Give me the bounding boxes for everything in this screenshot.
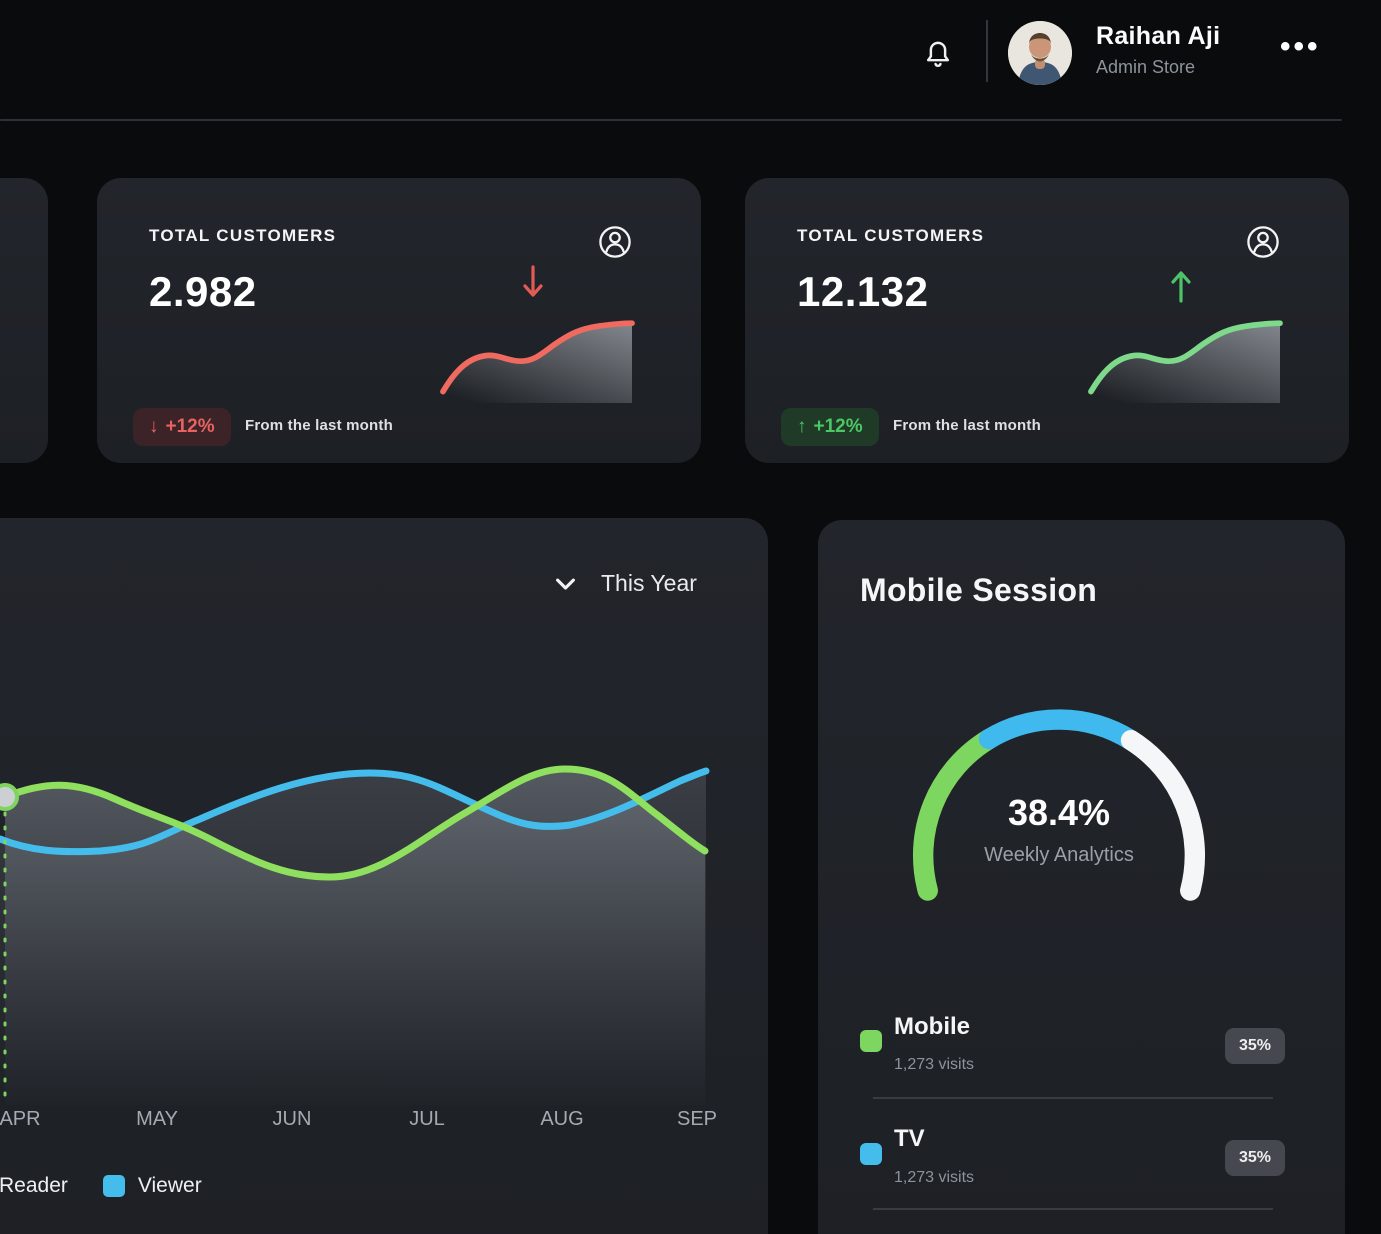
x-tick-may: MAY xyxy=(136,1108,178,1130)
gauge-segment-mobile xyxy=(912,728,1000,901)
stat-card-customers-1: TOTAL CUSTOMERS 2.982 ↓ +12% From the la… xyxy=(97,178,701,463)
reader-line xyxy=(1,765,709,881)
sparkline-chart xyxy=(440,320,635,403)
mobile-swatch xyxy=(860,1030,882,1052)
list-divider xyxy=(873,1097,1273,1099)
user-role: Admin Store xyxy=(1096,57,1196,77)
header-divider xyxy=(0,119,1342,121)
list-divider xyxy=(873,1208,1273,1210)
gauge-segment-tv xyxy=(978,709,1142,751)
viewer-swatch xyxy=(102,1175,125,1197)
weekly-analytics-gauge xyxy=(912,709,1206,901)
x-tick-aug: AUG xyxy=(540,1108,584,1130)
legend-item-reader[interactable]: Reader xyxy=(0,1174,68,1198)
mobile-session-title: Mobile Session xyxy=(860,572,1098,608)
reader-area xyxy=(5,769,705,1105)
mobile-session-card: Mobile Session 38.4% Weekly Analytics Mo… xyxy=(818,520,1345,1234)
chart-legend: Reader Viewer xyxy=(0,1174,202,1198)
stat-title: TOTAL CUSTOMERS xyxy=(149,226,337,245)
item-visits: 1,273 visits xyxy=(894,1056,975,1073)
item-share-badge: 35% xyxy=(1224,1028,1285,1064)
x-tick-apr: APR xyxy=(0,1108,41,1130)
trend-badge: ↓ +12% xyxy=(133,408,231,446)
x-tick-jun: JUN xyxy=(272,1108,312,1130)
stat-value: 2.982 xyxy=(149,268,257,315)
stat-value: 12.132 xyxy=(797,268,929,315)
gauge-value: 38.4% xyxy=(1007,792,1111,833)
item-share-badge: 35% xyxy=(1224,1140,1285,1176)
marker-dot xyxy=(0,783,19,811)
gauge-center-text: 38.4% Weekly Analytics xyxy=(894,792,1224,867)
stat-note: From the last month xyxy=(245,417,393,434)
badge-text: +12% xyxy=(813,416,863,437)
stat-card-customers-2: TOTAL CUSTOMERS 12.132 ↑ +12% From the l… xyxy=(745,178,1349,463)
period-dropdown[interactable]: This Year xyxy=(552,570,697,597)
item-name: TV xyxy=(894,1125,925,1152)
user-name: Raihan Aji xyxy=(1096,22,1221,50)
more-menu-button[interactable]: ••• xyxy=(1280,30,1321,63)
gauge-segment-other xyxy=(1120,730,1206,901)
notifications-button[interactable] xyxy=(916,30,960,78)
reader-viewer-line-chart xyxy=(0,765,710,1105)
bell-icon xyxy=(926,41,950,67)
sparkline-chart xyxy=(1088,320,1283,403)
x-tick-jul: JUL xyxy=(409,1108,445,1130)
stat-title: TOTAL CUSTOMERS xyxy=(797,226,985,245)
badge-arrow-icon: ↑ xyxy=(797,416,807,437)
badge-arrow-icon: ↓ xyxy=(149,416,159,437)
tv-swatch xyxy=(860,1143,882,1165)
user-circle-icon xyxy=(599,226,631,258)
user-circle-icon xyxy=(1247,226,1279,258)
header-vertical-divider xyxy=(986,20,988,82)
chevron-down-icon xyxy=(556,578,575,590)
trend-up-arrow-icon xyxy=(1171,271,1191,303)
legend-item-viewer[interactable]: Viewer xyxy=(102,1174,202,1198)
gauge-label: Weekly Analytics xyxy=(984,844,1134,866)
stat-note: From the last month xyxy=(893,417,1041,434)
stat-card-partial xyxy=(0,178,48,463)
item-visits: 1,273 visits xyxy=(894,1169,975,1186)
period-label: This Year xyxy=(601,570,697,596)
item-name: Mobile xyxy=(894,1013,970,1040)
avatar[interactable] xyxy=(1008,21,1072,85)
x-tick-sep: SEP xyxy=(676,1108,718,1130)
trend-down-arrow-icon xyxy=(523,265,543,297)
badge-text: +12% xyxy=(165,416,215,437)
legend-label: Reader xyxy=(0,1174,68,1197)
avatar-image xyxy=(1008,21,1072,85)
legend-label: Viewer xyxy=(137,1174,202,1197)
trend-badge: ↑ +12% xyxy=(781,408,879,446)
